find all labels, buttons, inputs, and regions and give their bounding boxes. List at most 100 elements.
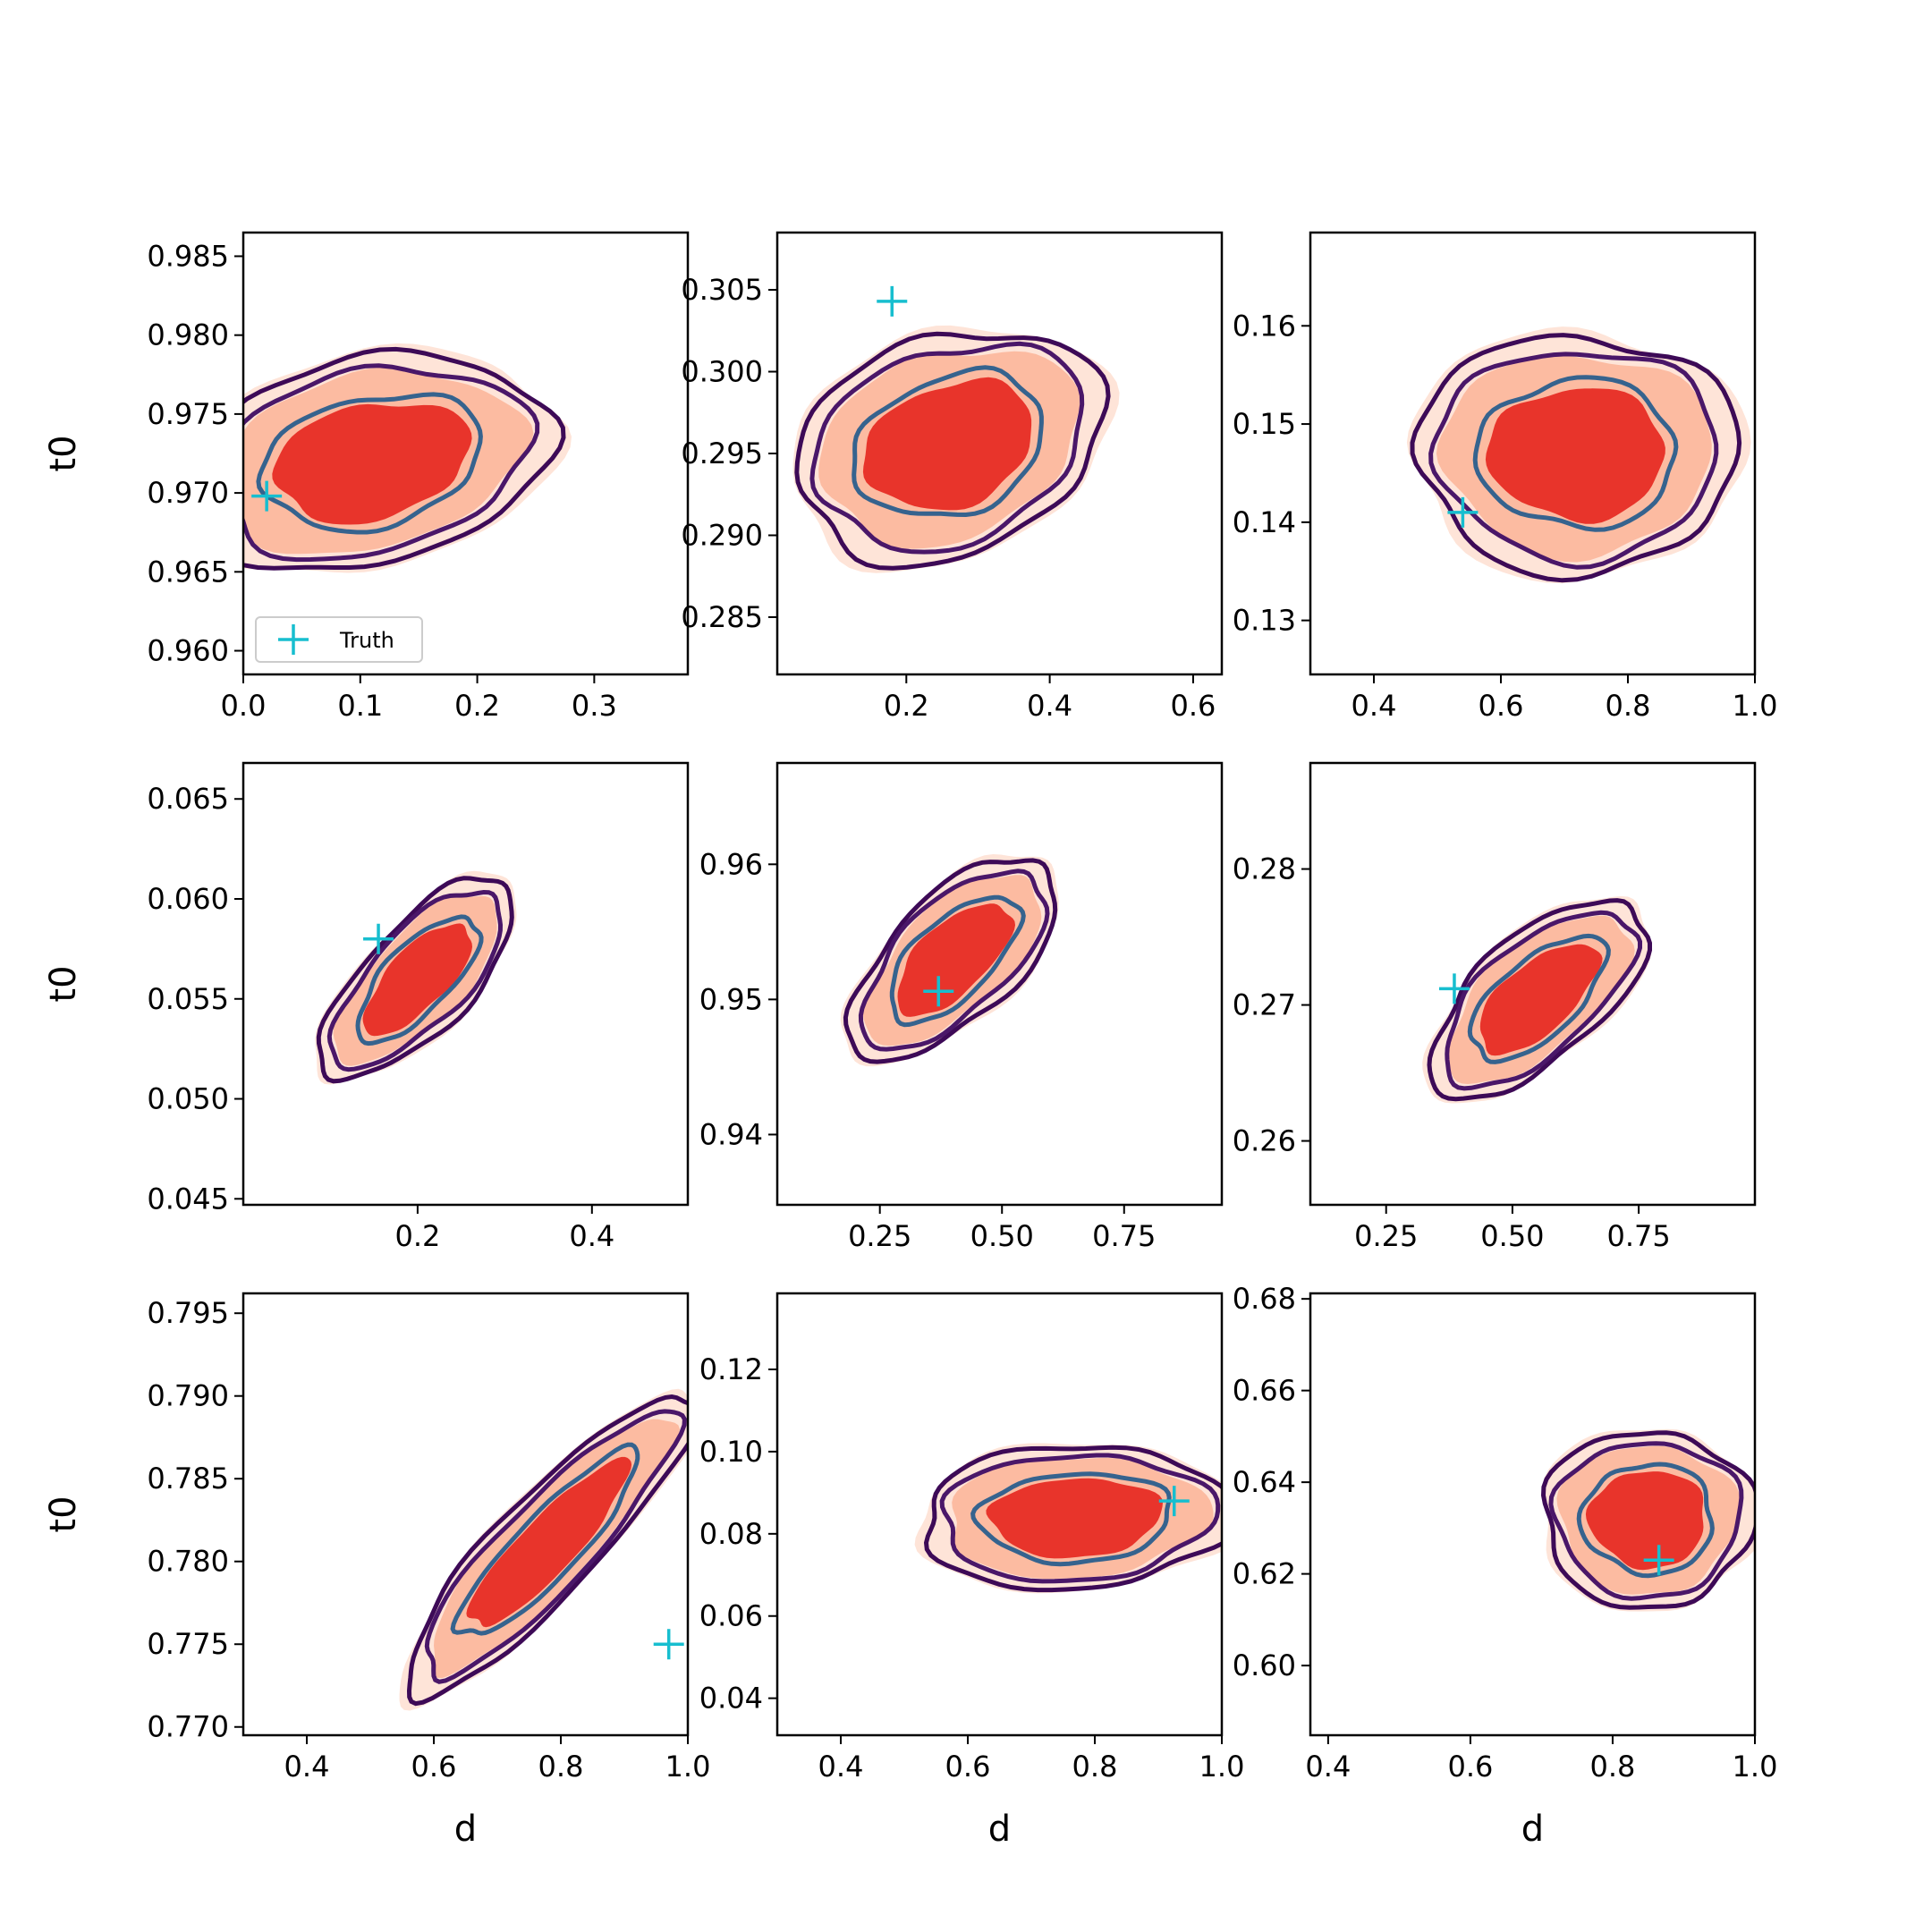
subplot-panel: 0.4 0.6 0.8 1.0 0.04 0.06 0.08 0.10 0.12 d [699, 1292, 1245, 1850]
x-tick-label: 0.6 [945, 1750, 991, 1784]
contour-line-outer [1427, 898, 1652, 1102]
subplot-panel: 0.4 0.6 0.8 1.0 0.60 0.62 0.64 0.66 0.68 d [1233, 1282, 1778, 1850]
contour-line-mid [326, 889, 504, 1072]
axes-frame [242, 1292, 690, 1737]
truth-marker [251, 480, 283, 512]
plot-area [1540, 1428, 1755, 1612]
x-axis-label: d [454, 1809, 477, 1850]
y-tick-label: 0.68 [1233, 1282, 1296, 1316]
y-tick-label: 0.94 [699, 1117, 763, 1151]
truth-marker [1643, 1545, 1674, 1576]
contour-line-inner [889, 894, 1026, 1028]
y-axis-label: t0 [43, 965, 84, 1002]
plot-area [1406, 326, 1751, 584]
axes-frame [775, 761, 1224, 1207]
x-tick-label: 0.6 [411, 1750, 457, 1784]
y-tick-label: 0.965 [147, 555, 229, 589]
y-tick-label: 0.04 [699, 1682, 763, 1716]
truth-marker [1438, 973, 1470, 1004]
contour-line-outer [406, 1394, 688, 1707]
x-tick-label: 0.0 [221, 689, 267, 723]
contour-line-inner [256, 392, 483, 535]
subplot-panel: 0.25 0.50 0.75 0.94 0.95 0.96 [699, 761, 1224, 1253]
y-tick-label: 0.13 [1233, 604, 1296, 638]
axes-frame [775, 1292, 1224, 1737]
subplot-panel: 0.0 0.1 0.2 0.3 0.960 0.965 0.970 0.975 0.980 0.9… [43, 231, 690, 723]
truth-marker [923, 976, 954, 1007]
legend-box [255, 616, 423, 663]
density-region-inner [362, 923, 472, 1037]
plot-area [243, 343, 572, 573]
x-tick-label: 0.8 [538, 1750, 584, 1784]
x-tick-label: 0.4 [284, 1750, 330, 1784]
contour-line-mid [939, 1453, 1221, 1584]
y-tick-label: 0.045 [147, 1182, 229, 1216]
y-tick-label: 0.785 [147, 1462, 229, 1496]
density-region-inner [272, 403, 472, 525]
y-tick-label: 0.055 [147, 982, 229, 1016]
contour-line-outer [316, 876, 514, 1084]
contour-line-mid [1428, 352, 1719, 570]
y-tick-label: 0.295 [681, 436, 763, 470]
truth-marker [1158, 1486, 1190, 1517]
x-tick-label: 0.2 [454, 689, 500, 723]
y-tick-label: 0.27 [1233, 988, 1296, 1022]
x-tick-label: 1.0 [665, 1750, 711, 1784]
legend-label: Truth [339, 628, 394, 653]
truth-marker [877, 285, 908, 317]
y-tick-label: 0.980 [147, 318, 229, 352]
x-tick-label: 0.75 [1092, 1219, 1156, 1253]
x-tick-label: 0.1 [337, 689, 383, 723]
x-tick-label: 0.8 [1072, 1750, 1118, 1784]
axes-frame [242, 231, 690, 676]
y-tick-label: 0.16 [1233, 309, 1296, 343]
y-tick-label: 0.050 [147, 1082, 229, 1116]
x-tick-label: 0.8 [1590, 1750, 1636, 1784]
contour-line-inner [852, 365, 1044, 518]
y-tick-label: 0.305 [681, 273, 763, 307]
y-tick-label: 0.960 [147, 634, 229, 668]
y-tick-label: 0.28 [1233, 852, 1296, 886]
y-axis-label: t0 [43, 435, 84, 471]
x-tick-label: 0.4 [1305, 1750, 1351, 1784]
plot-area [840, 854, 1059, 1067]
x-axis-label: d [988, 1809, 1011, 1850]
y-tick-label: 0.26 [1233, 1124, 1296, 1158]
x-tick-label: 0.4 [818, 1750, 864, 1784]
x-tick-label: 0.3 [572, 689, 617, 723]
y-tick-label: 0.300 [681, 355, 763, 389]
x-tick-label: 1.0 [1199, 1750, 1245, 1784]
density-region-inner [1485, 388, 1665, 524]
panels: 0.0 0.1 0.2 0.3 0.960 0.965 0.970 0.975 0.980 0.9… [43, 231, 1778, 1850]
contour-line-inner [450, 1442, 640, 1636]
plot-area [792, 285, 1120, 573]
subplot-panel: 0.25 0.50 0.75 0.26 0.27 0.28 [1233, 761, 1757, 1253]
x-tick-label: 0.6 [1479, 689, 1524, 723]
x-tick-label: 0.2 [394, 1219, 440, 1253]
x-tick-label: 0.6 [1170, 689, 1216, 723]
x-tick-label: 0.4 [1027, 689, 1072, 723]
y-tick-label: 0.96 [699, 847, 763, 881]
contour-line-outer [243, 346, 566, 571]
y-tick-label: 0.62 [1233, 1557, 1296, 1591]
x-tick-label: 0.4 [569, 1219, 614, 1253]
x-tick-label: 0.50 [1480, 1219, 1544, 1253]
truth-marker [1447, 496, 1479, 528]
x-tick-label: 0.4 [1352, 689, 1397, 723]
truth-marker [363, 923, 394, 954]
contour-line-inner [1467, 933, 1611, 1064]
subplot-panel: 0.2 0.4 0.6 0.285 0.290 0.295 0.300 0.305 [681, 231, 1224, 723]
density-region-inner [897, 903, 1015, 1017]
subplot-panel: 0.2 0.4 0.045 0.050 0.055 0.060 0.065 t0 [43, 761, 690, 1253]
x-tick-label: 0.25 [1354, 1219, 1418, 1253]
y-tick-label: 0.08 [699, 1517, 763, 1551]
contour-line-mid [809, 341, 1085, 555]
axes-frame [1309, 1292, 1757, 1737]
legend-truth-marker [278, 624, 309, 655]
axes-frame [1309, 231, 1757, 676]
y-tick-label: 0.970 [147, 476, 229, 510]
contour-line-inner [355, 914, 484, 1046]
y-tick-label: 0.64 [1233, 1465, 1296, 1499]
contour-line-outer [1410, 333, 1742, 583]
contour-line-inner [1576, 1462, 1715, 1579]
